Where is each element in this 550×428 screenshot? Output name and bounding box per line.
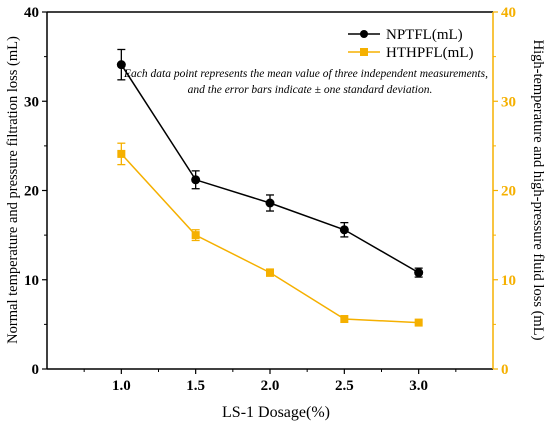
right-y-tick-label: 40 xyxy=(501,5,516,21)
right-y-tick-label: 0 xyxy=(501,362,509,378)
left-y-tick-label: 30 xyxy=(24,94,39,110)
data-point-hthpfl-ml xyxy=(340,315,349,324)
annotation-line-2: and the error bars indicate ± one standa… xyxy=(188,84,433,96)
legend-item-hthpfl: HTHPFL(mL) xyxy=(348,45,474,61)
right-y-tick-label: 30 xyxy=(501,94,516,110)
left-y-tick-label: 20 xyxy=(24,184,39,200)
right-y-tick-label: 10 xyxy=(501,273,516,289)
x-tick-label: 1.0 xyxy=(112,378,131,394)
left-y-tick-label: 10 xyxy=(24,273,39,289)
x-tick-label: 1.5 xyxy=(186,378,205,394)
legend-item-nptfl: NPTFL(mL) xyxy=(348,27,463,43)
data-point-hthpfl-ml xyxy=(117,149,126,158)
legend-label-hthpfl: HTHPFL(mL) xyxy=(386,45,474,61)
data-point-nptfl-ml xyxy=(414,268,424,278)
x-tick-label: 2.0 xyxy=(261,378,280,394)
x-tick-label: 2.5 xyxy=(335,378,354,394)
right-y-axis-title: High-temperature and high-pressure fluid… xyxy=(530,40,546,341)
data-point-hthpfl-ml xyxy=(266,268,274,277)
data-point-nptfl-ml xyxy=(265,198,275,208)
x-tick-label: 3.0 xyxy=(409,378,428,394)
annotation-line-1: Each data point represents the mean valu… xyxy=(123,68,488,80)
data-point-hthpfl-ml xyxy=(191,231,200,240)
right-y-tick-label: 20 xyxy=(501,184,516,200)
ticks-layer: 1.0 1.5 2.0 2.5 3.0 0 0 10 10 20 20 30 30 40 40 xyxy=(24,5,516,394)
legend: NPTFL(mL) HTHPFL(mL) xyxy=(348,27,474,61)
data-point-nptfl-ml xyxy=(191,175,201,185)
legend-marker-hthpfl xyxy=(360,48,368,56)
left-y-axis-title: Normal temperature and pressure filtrati… xyxy=(5,36,21,344)
data-point-hthpfl-ml xyxy=(414,318,423,327)
x-axis-title: LS-1 Dosage(%) xyxy=(222,404,330,421)
data-point-nptfl-ml xyxy=(339,225,349,235)
data-point-nptfl-ml xyxy=(116,60,126,70)
legend-marker-nptfl xyxy=(360,30,368,38)
legend-label-nptfl: NPTFL(mL) xyxy=(386,27,463,43)
series-layer xyxy=(116,48,424,327)
left-y-tick-label: 0 xyxy=(32,362,40,378)
left-y-tick-label: 40 xyxy=(24,5,39,21)
